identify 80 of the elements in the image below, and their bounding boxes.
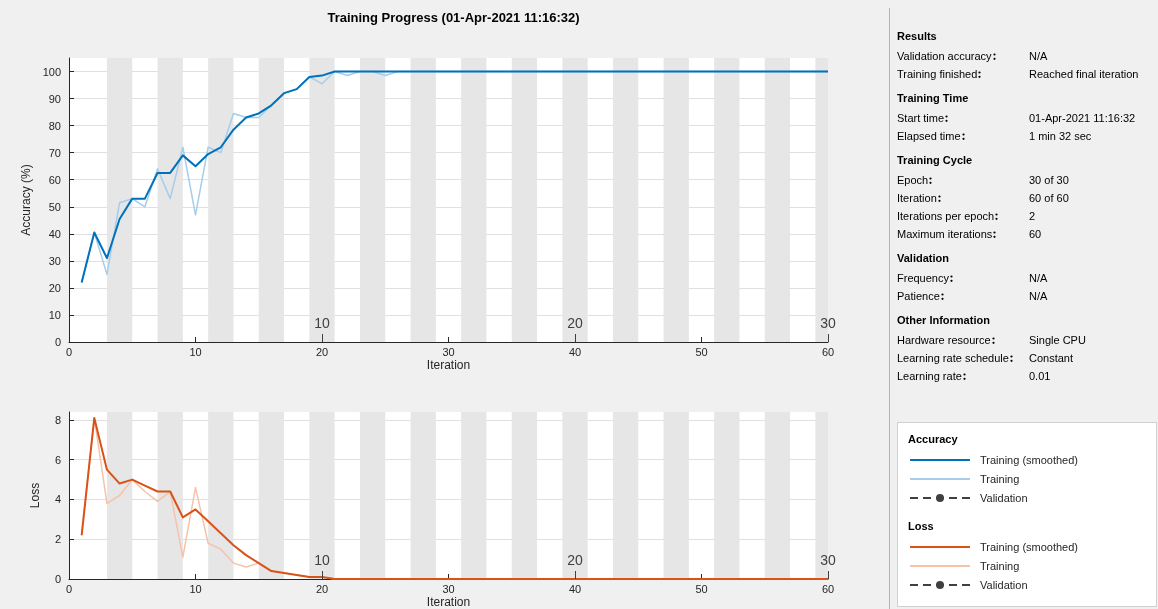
category-label: Learning rate — [897, 370, 962, 382]
text: Results — [897, 29, 938, 44]
x-tick-label: 40 — [568, 345, 582, 358]
text: 60 of 60 — [1029, 191, 1069, 206]
y-tick-label: 40 — [48, 227, 61, 240]
x-tick-label: 10 — [189, 582, 202, 595]
category-label: Epoch — [897, 174, 929, 186]
text: 60 — [1029, 227, 1042, 242]
y-tick-label: 70 — [48, 146, 61, 159]
category-label: Patience — [897, 290, 940, 302]
legend-label: Validation — [980, 578, 1028, 591]
text: Training (smoothed) — [980, 453, 1079, 466]
text: N/A — [1029, 271, 1048, 286]
category-label: Elapsed time — [897, 130, 961, 142]
x2-tick-label: 20 — [567, 552, 583, 568]
y-tick-label: 60 — [48, 173, 61, 186]
y-tick-label: 20 — [48, 281, 61, 294]
text: 0.01 — [1029, 369, 1051, 384]
text: N/A — [1029, 49, 1048, 64]
y-tick-label: 4 — [54, 493, 61, 506]
x-tick-label: 0 — [65, 582, 73, 595]
text: Validation — [897, 251, 950, 266]
x-tick-label: 0 — [65, 345, 73, 358]
text: 30 of 30 — [1029, 173, 1069, 188]
category-label: Start time — [897, 112, 945, 124]
y-tick-label: 90 — [48, 92, 61, 105]
text: Single CPU — [1029, 333, 1086, 348]
y-tick-label: 2 — [54, 533, 61, 546]
x-tick-label: 60 — [821, 345, 835, 358]
y-tick-label: 0 — [54, 336, 61, 348]
x-tick-label: 20 — [315, 582, 329, 595]
x-tick-label: 20 — [315, 345, 329, 358]
y-tick-label: 50 — [48, 200, 61, 213]
y-tick-label: 80 — [48, 119, 61, 132]
x2-tick-label: 30 — [820, 552, 836, 568]
x-tick-label: 10 — [189, 345, 202, 358]
category-label: Hardware resource — [897, 334, 991, 346]
y-tick-label: 30 — [48, 254, 61, 267]
legend-label: Validation — [980, 491, 1028, 504]
x-tick-label: 50 — [695, 582, 708, 595]
x-tick-label: 40 — [568, 582, 582, 595]
category-label: Iterations per epoch — [897, 210, 995, 222]
category-label: Maximum iterations — [897, 228, 993, 240]
x2-tick-label: 10 — [314, 315, 330, 331]
text: Training (smoothed) — [980, 540, 1079, 553]
category-label: Validation accuracy — [897, 50, 992, 62]
x-axis-title: Iteration — [426, 595, 471, 609]
x2-tick-label: 30 — [820, 315, 836, 331]
y-tick-label: 8 — [54, 413, 61, 426]
legend-title: Accuracy — [908, 432, 959, 445]
category-label: Learning rate schedule — [897, 352, 1009, 364]
category-label: Training finished — [897, 68, 978, 80]
x-axis-title: Iteration — [426, 358, 471, 372]
x2-tick-label: 10 — [314, 552, 330, 568]
text: 01-Apr-2021 11:16:32 — [1029, 111, 1136, 126]
y-axis-title: Accuracy (%) — [18, 164, 33, 236]
text: Training — [980, 472, 1020, 485]
y-tick-label: 6 — [54, 453, 61, 466]
category-label: Frequency — [897, 272, 949, 284]
y-axis-title: Loss — [28, 482, 42, 509]
text: 1 min 32 sec — [1029, 129, 1092, 144]
chart-title: Training Progress (01-Apr-2021 11:16:32) — [327, 10, 580, 25]
text: N/A — [1029, 289, 1048, 304]
text: Constant — [1029, 351, 1074, 366]
legend-title: Loss — [908, 519, 934, 532]
text: 2 — [1029, 209, 1036, 224]
text: Training Time — [897, 91, 970, 106]
x-tick-label: 60 — [821, 582, 835, 595]
text: Training Cycle — [897, 153, 974, 168]
category-label: Iteration — [897, 192, 937, 204]
text: Reached final iteration — [1029, 67, 1139, 82]
x-tick-label: 30 — [442, 345, 455, 358]
text: Other Information — [897, 313, 991, 328]
text: Training — [980, 559, 1020, 572]
y-tick-label: 10 — [48, 308, 61, 321]
y-tick-label: 100 — [42, 65, 61, 78]
x2-tick-label: 20 — [567, 315, 583, 331]
x-tick-label: 30 — [442, 582, 455, 595]
y-tick-label: 0 — [54, 573, 61, 585]
x-tick-label: 50 — [695, 345, 708, 358]
